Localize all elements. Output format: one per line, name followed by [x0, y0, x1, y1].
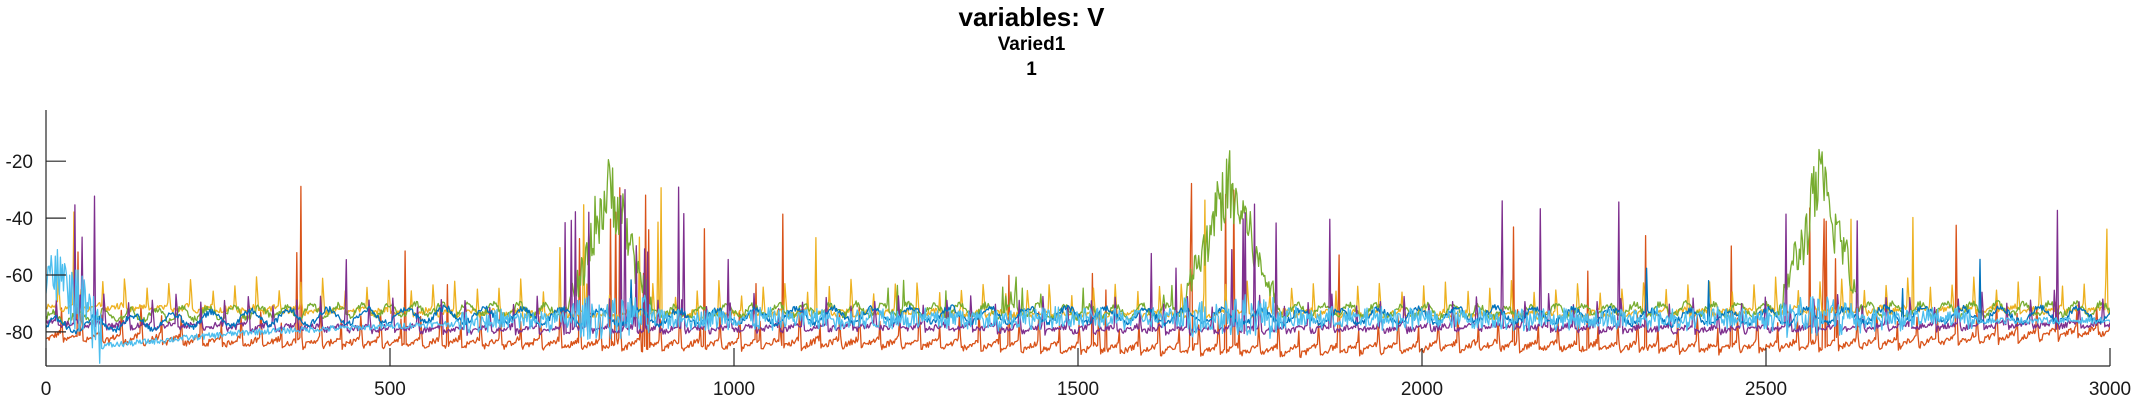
x-tick-label: 0: [41, 379, 52, 400]
y-tick-label: -60: [6, 266, 33, 287]
x-tick-label: 2500: [1745, 379, 1787, 400]
chart-subsubtitle: 1: [1026, 59, 1037, 80]
x-tick-label: 1500: [1057, 379, 1099, 400]
y-tick-label: -20: [6, 152, 33, 173]
title-block: variables: V Varied1 1: [0, 2, 2133, 82]
y-tick-label: -40: [6, 209, 33, 230]
x-tick-label: 3000: [2089, 379, 2131, 400]
series-line-1: [46, 258, 2110, 335]
series-line-6: [46, 248, 2110, 364]
x-tick-label: 2000: [1401, 379, 1443, 400]
x-tick-label: 500: [374, 379, 406, 400]
x-tick-label: 1000: [713, 379, 755, 400]
axes: 0 500 1000 1500 2000 2500 3000 -80 -60 -40 -20: [6, 110, 2131, 400]
series-line-2: [46, 182, 2110, 359]
chart-title: variables: V: [958, 2, 1105, 32]
chart-subtitle: Varied1: [997, 34, 1066, 55]
y-tick-label: -80: [6, 323, 33, 344]
series-lines: [46, 148, 2110, 364]
